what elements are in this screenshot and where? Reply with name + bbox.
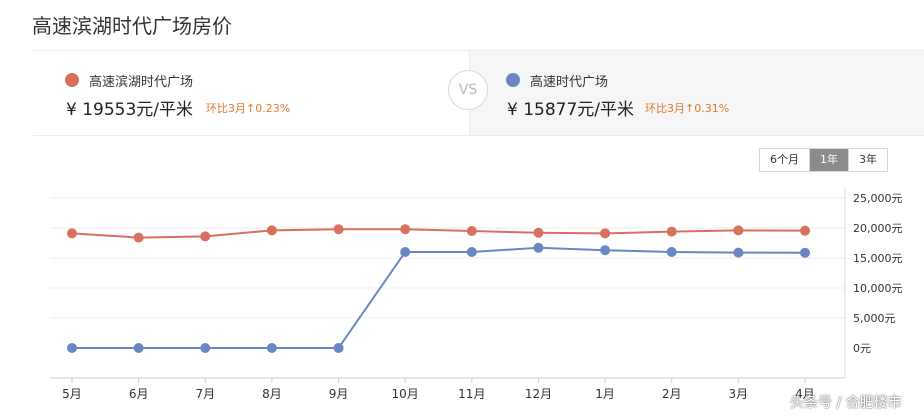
range-tab-3-years[interactable]: 3年 [859, 153, 877, 166]
right-project-name: 高速时代广场 [530, 75, 609, 90]
right-project-price: ¥ 15877元/平米 [507, 100, 635, 120]
series-point [466, 247, 477, 257]
x-tick-label: 2月 [662, 387, 682, 401]
x-tick-label: 1月 [595, 387, 615, 401]
page-title: 高速滨湖时代广场房价 [32, 14, 232, 38]
x-tick-label: 9月 [329, 387, 349, 401]
x-tick-label: 4月 [795, 387, 815, 401]
range-tab-1-year[interactable]: 1年 [810, 149, 849, 171]
range-tab-6-months[interactable]: 6个月 [760, 149, 810, 171]
series-point [800, 247, 810, 258]
series-point [533, 242, 544, 253]
y-tick-label: 10,000元 [853, 282, 903, 295]
left-project-name: 高速滨湖时代广场 [89, 75, 194, 90]
compare-left-card: 高速滨湖时代广场 ¥ 19553元/平米 环比3月↑0.23% [33, 51, 469, 135]
y-tick-label: 15,000元 [853, 252, 903, 265]
series-point [200, 231, 211, 242]
comparison-panel: 高速滨湖时代广场 ¥ 19553元/平米 环比3月↑0.23% 高速时代广场 ¥… [33, 50, 924, 136]
vs-badge: VS [448, 70, 488, 110]
series-point [733, 247, 744, 258]
series-point [67, 343, 77, 353]
series-point [266, 225, 277, 236]
series-point [466, 226, 477, 236]
series-point [67, 228, 77, 239]
x-tick-label: 8月 [262, 387, 282, 401]
series-line [71, 228, 806, 239]
series-point [333, 343, 344, 353]
series-point [600, 228, 611, 239]
series-point [666, 226, 677, 237]
y-tick-label: 5,000元 [853, 312, 896, 325]
x-tick-label: 6月 [129, 387, 149, 401]
series-point [733, 225, 744, 236]
left-project-price: ¥ 19553元/平米 [66, 100, 194, 120]
series-point [533, 227, 544, 238]
series-point [266, 343, 277, 353]
time-range-tabs: 6个月 1年 3年 [759, 148, 888, 172]
series-point [133, 232, 144, 243]
x-tick-label: 7月 [195, 387, 215, 401]
series-point [200, 343, 211, 353]
y-tick-label: 20,000元 [853, 222, 903, 235]
series-point [333, 224, 344, 235]
right-project-change: 环比3月↑0.31% [645, 102, 730, 115]
left-series-dot [65, 73, 79, 87]
x-tick-label: 10月 [392, 387, 419, 401]
x-tick-label: 11月 [458, 387, 485, 401]
compare-right-card: 高速时代广场 ¥ 15877元/平米 环比3月↑0.31% [469, 51, 924, 135]
series-point [400, 247, 411, 257]
series-line [72, 246, 806, 349]
series-point [666, 247, 677, 257]
y-tick-label: 0元 [853, 342, 871, 355]
left-project-change: 环比3月↑0.23% [206, 102, 291, 115]
watermark: 头条号 / 合肥楼市 [790, 395, 902, 411]
x-tick-label: 12月 [525, 387, 552, 401]
series-point [600, 245, 611, 256]
y-tick-label: 25,000元 [853, 192, 903, 205]
series-point [800, 225, 810, 236]
series-point [400, 224, 411, 235]
x-tick-label: 5月 [62, 387, 82, 401]
right-series-dot [506, 73, 520, 87]
series-point [133, 343, 144, 353]
x-tick-label: 3月 [729, 387, 749, 401]
